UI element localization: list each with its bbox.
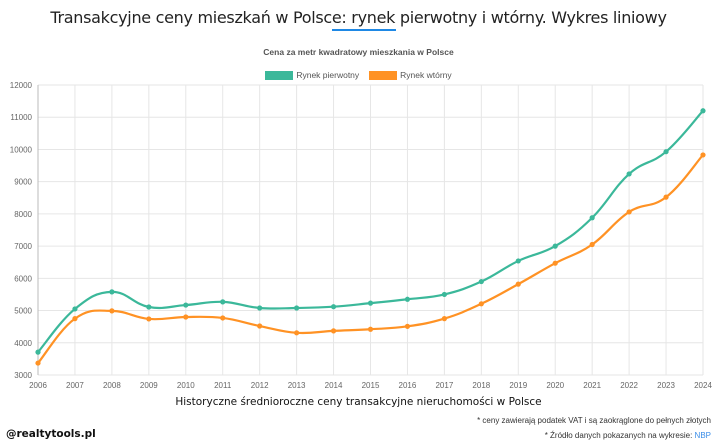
data-point-primary: [589, 215, 595, 221]
data-point-primary: [478, 278, 484, 285]
x-tick-label: 2009: [140, 381, 158, 390]
source-note: * Źródło danych pokazanych na wykresie: …: [545, 431, 711, 440]
data-point-primary: [663, 149, 669, 155]
legend-item-primary[interactable]: Rynek pierwotny: [265, 70, 359, 80]
x-tick-label: 2013: [288, 381, 306, 390]
y-tick-label: 9000: [14, 178, 32, 187]
x-tick-label: 2017: [435, 381, 453, 390]
x-tick-label: 2010: [177, 381, 195, 390]
data-point-secondary: [552, 260, 558, 266]
data-point-secondary: [626, 209, 632, 215]
y-tick-label: 5000: [14, 307, 32, 316]
title-underline: [332, 29, 396, 31]
x-tick-label: 2018: [472, 381, 490, 390]
data-point-secondary: [700, 152, 706, 158]
chart-title: Cena za metr kwadratowy mieszkania w Pol…: [263, 47, 454, 57]
legend-label-primary: Rynek pierwotny: [296, 70, 360, 80]
y-tick-label: 6000: [14, 274, 32, 283]
source-note-text: * Źródło danych pokazanych na wykresie:: [544, 431, 695, 440]
x-tick-label: 2011: [214, 381, 232, 390]
data-point-secondary: [478, 301, 484, 307]
data-point-secondary: [35, 360, 41, 366]
data-point-secondary: [441, 316, 447, 322]
legend-item-secondary[interactable]: Rynek wtórny: [369, 70, 452, 80]
data-point-secondary: [404, 323, 411, 329]
data-point-primary: [294, 305, 300, 311]
data-point-secondary: [589, 241, 595, 248]
data-point-primary: [220, 299, 226, 305]
x-tick-label: 2007: [66, 381, 84, 390]
data-point-primary: [257, 305, 263, 311]
source-link[interactable]: NBP: [694, 431, 711, 440]
y-tick-label: 11000: [10, 113, 32, 122]
data-point-secondary: [663, 194, 669, 200]
data-point-primary: [35, 349, 41, 355]
x-axis-title: Historyczne średnioroczne ceny transakcy…: [175, 396, 542, 408]
data-point-primary: [109, 289, 115, 295]
x-tick-label: 2020: [546, 381, 564, 390]
data-point-primary: [441, 291, 447, 298]
data-point-secondary: [367, 326, 374, 332]
legend-swatch-primary: [265, 70, 294, 80]
data-point-secondary: [146, 316, 152, 322]
x-tick-label: 2024: [694, 381, 712, 390]
page-title: Transakcyjne ceny mieszkań w Polsce: ryn…: [50, 8, 667, 27]
data-point-secondary: [330, 328, 337, 334]
data-point-secondary: [294, 330, 300, 336]
x-tick-label: 2023: [657, 381, 675, 390]
x-tick-label: 2022: [620, 381, 638, 390]
x-tick-label: 2019: [509, 381, 527, 390]
x-tick-label: 2008: [103, 381, 121, 390]
y-tick-label: 7000: [14, 242, 32, 251]
data-point-primary: [72, 306, 78, 312]
data-point-secondary: [109, 308, 115, 314]
data-point-primary: [700, 108, 706, 114]
data-point-primary: [626, 171, 632, 177]
legend-label-secondary: Rynek wtórny: [400, 70, 452, 80]
legend-swatch-secondary: [369, 70, 398, 80]
x-tick-label: 2021: [583, 381, 601, 390]
x-tick-label: 2006: [29, 381, 47, 390]
data-point-primary: [146, 304, 152, 310]
y-tick-label: 3000: [14, 371, 32, 380]
data-point-primary: [330, 304, 337, 310]
data-point-secondary: [220, 315, 226, 321]
y-tick-label: 10000: [10, 145, 33, 154]
data-point-secondary: [515, 281, 521, 287]
data-point-primary: [552, 243, 558, 249]
x-tick-label: 2012: [251, 381, 269, 390]
vat-note: * ceny zawierają podatek VAT i są zaokrą…: [477, 416, 711, 425]
data-point-secondary: [183, 314, 189, 320]
brand-handle: @realtytools.pl: [6, 428, 96, 440]
data-point-primary: [367, 300, 374, 306]
legend: Rynek pierwotny Rynek wtórny: [0, 70, 717, 80]
data-point-primary: [183, 302, 189, 308]
data-point-secondary: [72, 316, 78, 322]
data-point-secondary: [257, 323, 263, 329]
x-tick-label: 2016: [399, 381, 417, 390]
data-point-primary: [515, 258, 521, 264]
y-tick-label: 8000: [14, 210, 32, 219]
data-point-primary: [404, 296, 411, 302]
x-tick-label: 2015: [362, 381, 380, 390]
y-tick-label: 12000: [10, 81, 33, 90]
x-tick-label: 2014: [325, 381, 343, 390]
y-tick-label: 4000: [14, 339, 32, 348]
